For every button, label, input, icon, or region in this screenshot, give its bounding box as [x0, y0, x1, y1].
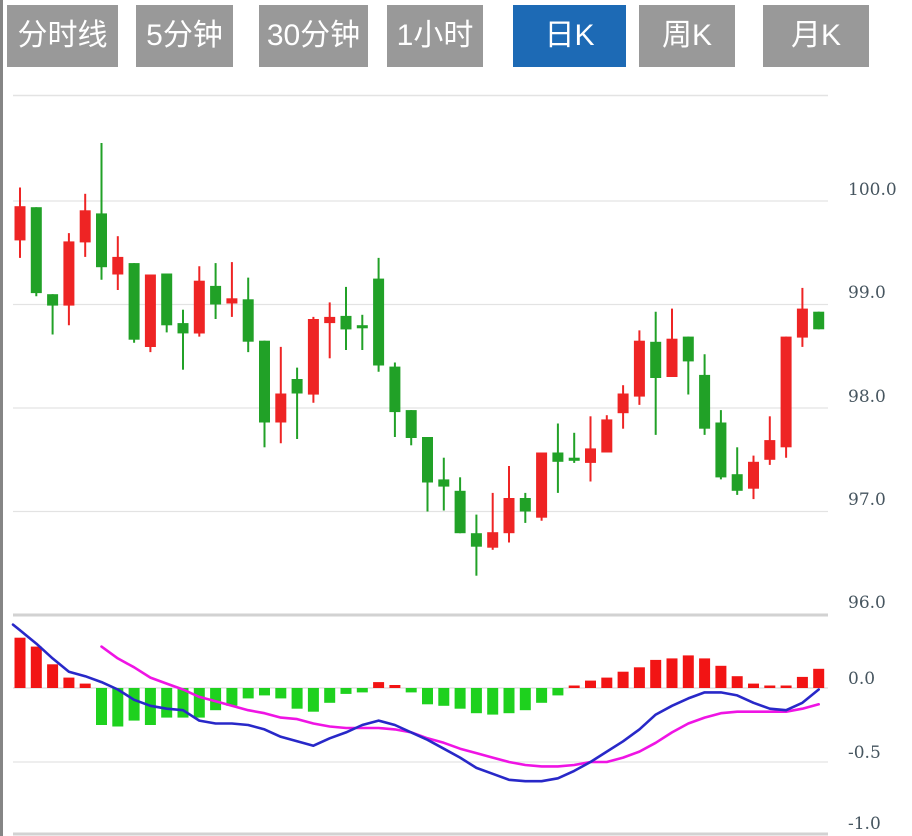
tab-30min[interactable]: 30分钟 — [259, 5, 368, 67]
price-axis-label: 100.0 — [848, 180, 897, 200]
macd-axis-label: -0.5 — [848, 743, 881, 763]
price-axis-label: 98.0 — [848, 387, 886, 407]
tab-timeline[interactable]: 分时线 — [7, 5, 118, 67]
tab-5min[interactable]: 5分钟 — [136, 5, 233, 67]
price-axis-label: 99.0 — [848, 283, 886, 303]
macd-axis-label: -1.0 — [848, 814, 881, 834]
tab-monthly-k[interactable]: 月K — [763, 5, 869, 67]
period-toolbar: 分时线 5分钟 30分钟 1小时 日K 周K 月K — [3, 0, 912, 80]
tab-weekly-k[interactable]: 周K — [639, 5, 735, 67]
macd-axis-label: 0.0 — [848, 669, 876, 689]
price-axis-label: 96.0 — [848, 593, 886, 613]
tab-daily-k[interactable]: 日K — [513, 5, 626, 67]
candlestick-macd-chart — [11, 94, 828, 836]
price-axis-label: 97.0 — [848, 490, 886, 510]
tab-1hour[interactable]: 1小时 — [387, 5, 483, 67]
